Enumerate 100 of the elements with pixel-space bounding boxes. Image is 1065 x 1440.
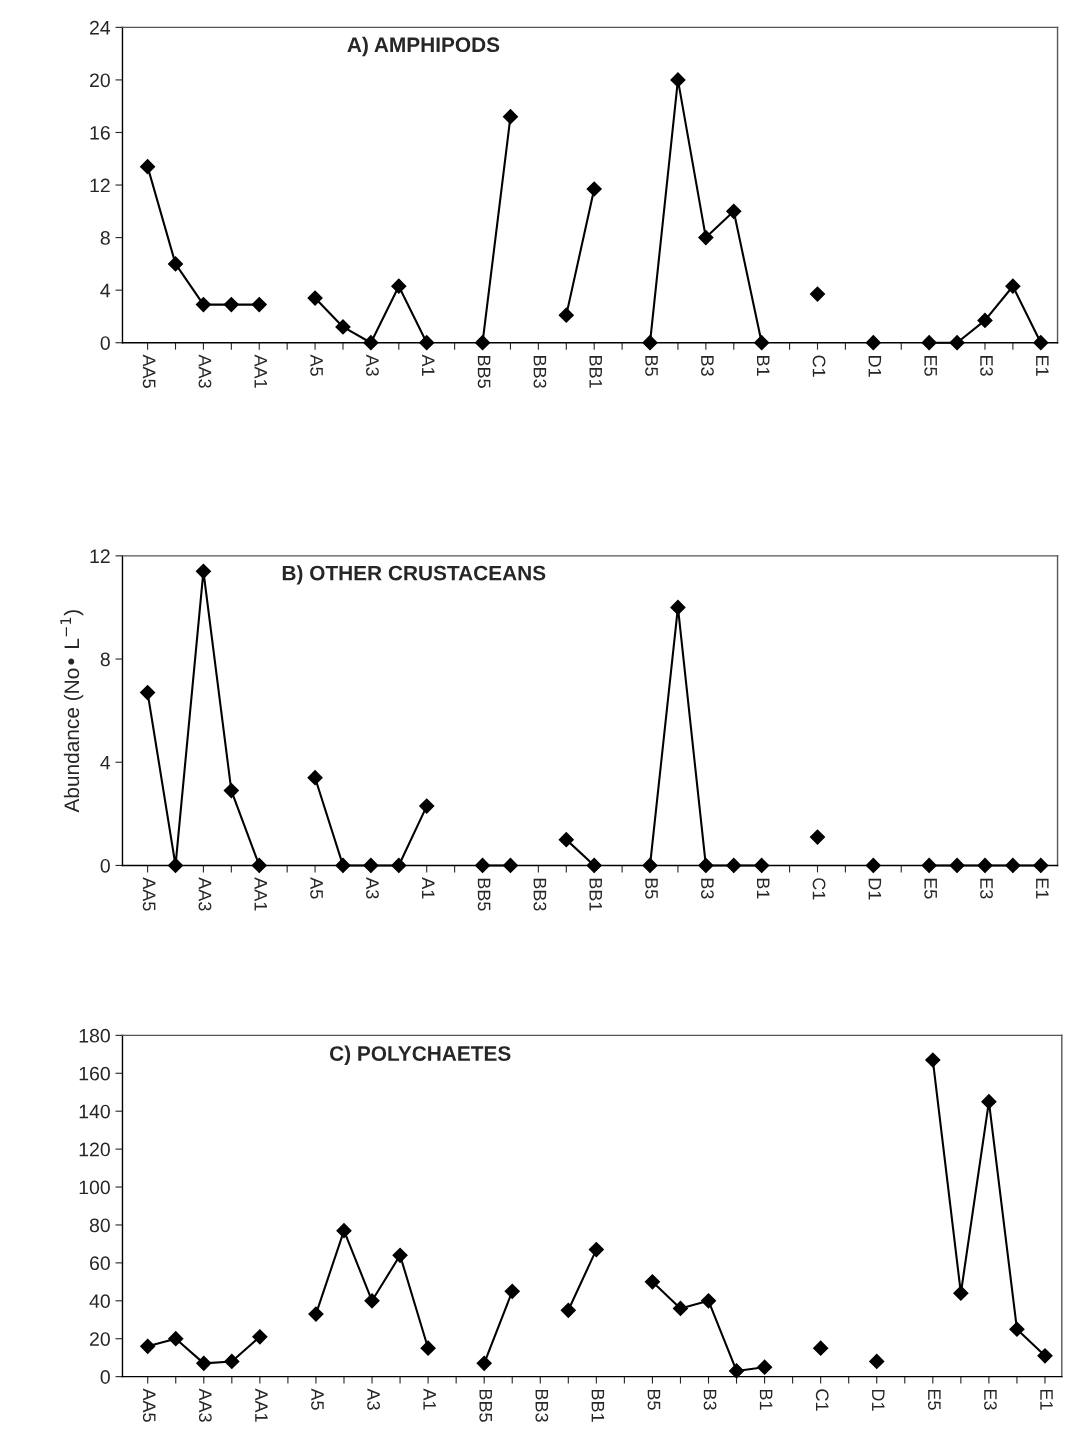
x-tick-label: AA1: [254, 354, 267, 388]
point: [728, 1363, 745, 1379]
y-tick-label: 100: [79, 1180, 110, 1195]
point: [364, 1293, 380, 1309]
x-tick-label: B3: [701, 356, 714, 376]
point: [419, 335, 435, 351]
y-tick-label: 140: [79, 1104, 110, 1119]
point: [754, 335, 770, 351]
x-tick-label: A1: [423, 1388, 436, 1410]
point: [644, 1274, 660, 1290]
point: [363, 857, 379, 874]
point: [726, 203, 742, 219]
x-tick-label: BB1: [591, 1389, 605, 1422]
x-tick-label: AA1: [255, 1388, 268, 1422]
y-tick-label: 0: [100, 1370, 110, 1384]
x-tick-label: BB5: [477, 356, 491, 388]
point: [1005, 857, 1021, 874]
x-tick-label: AA3: [198, 1388, 212, 1422]
x-tick-label: BB5: [479, 1389, 492, 1422]
x-tick-label: E5: [924, 878, 937, 899]
x-tick-label: B1: [757, 878, 770, 899]
y-tick-label: 0: [100, 336, 110, 350]
y-tick-label: 20: [90, 73, 110, 88]
point: [949, 335, 965, 351]
point: [869, 1353, 885, 1370]
point: [392, 1247, 408, 1263]
point: [335, 857, 351, 874]
x-tick-label: BB5: [477, 878, 491, 911]
point: [476, 1355, 492, 1371]
x-tick-label: A3: [367, 1388, 380, 1410]
point: [140, 1338, 156, 1354]
point: [586, 857, 602, 874]
point: [726, 857, 742, 874]
point: [502, 109, 519, 125]
point: [504, 1283, 520, 1299]
point: [420, 1340, 436, 1356]
x-tick-label: B1: [759, 1389, 773, 1410]
y-tick-label: 60: [90, 1256, 110, 1271]
point: [672, 1300, 689, 1316]
x-tick-label: E1: [1036, 878, 1049, 899]
x-tick-label: BB3: [535, 1389, 549, 1422]
point: [224, 1353, 240, 1370]
x-tick-label: A5: [311, 1388, 324, 1410]
x-tick-label: E5: [924, 356, 937, 376]
x-tick-label: AA3: [198, 877, 212, 911]
point: [307, 290, 323, 306]
point: [1005, 278, 1021, 294]
x-tick-label: B1: [757, 356, 770, 376]
point: [307, 770, 323, 786]
point: [698, 857, 714, 874]
x-tick-label: A3: [366, 877, 379, 899]
x-tick-label: A3: [366, 354, 379, 376]
x-tick-label: A5: [310, 354, 323, 376]
point: [1033, 335, 1049, 351]
x-tick-label: A5: [310, 877, 323, 899]
y-tick-label: 160: [79, 1066, 110, 1081]
point: [977, 312, 993, 328]
x-tick-label: A1: [422, 877, 435, 899]
y-tick-label: 180: [79, 1028, 110, 1043]
point: [921, 857, 937, 874]
y-tick-label: 12: [90, 549, 110, 563]
point: [921, 335, 937, 351]
x-tick-label: BB1: [589, 356, 602, 388]
y-tick-label: 120: [79, 1142, 110, 1157]
x-tick-label: AA5: [142, 1388, 156, 1422]
point: [391, 278, 407, 294]
x-tick-label: AA5: [142, 354, 156, 388]
point: [474, 335, 491, 351]
point: [251, 857, 267, 874]
x-tick-label: C1: [812, 355, 826, 377]
point: [700, 1293, 717, 1309]
point: [195, 297, 211, 313]
point: [865, 857, 881, 874]
point: [670, 599, 686, 616]
y-tick-label: 20: [90, 1332, 110, 1346]
point: [335, 319, 351, 335]
point: [588, 1242, 604, 1258]
x-tick-label: B5: [647, 1389, 661, 1410]
x-tick-label: B3: [703, 1389, 717, 1410]
point: [757, 1359, 773, 1375]
point: [195, 563, 211, 579]
point: [670, 72, 686, 88]
x-tick-label: B3: [701, 878, 714, 899]
point: [251, 297, 267, 313]
y-axis-title: Abundance (No• L$^{−1}$): [60, 610, 84, 813]
x-tick-label: E5: [927, 1389, 941, 1410]
point: [949, 857, 965, 874]
point: [981, 1094, 997, 1110]
point: [363, 335, 379, 351]
point: [196, 1355, 212, 1371]
chart-title: C) POLYCHAETES: [329, 1045, 511, 1066]
y-tick-label: 16: [90, 125, 110, 140]
x-tick-label: D1: [872, 1389, 885, 1411]
point: [865, 335, 881, 351]
point: [977, 857, 993, 874]
x-tick-label: E3: [980, 878, 993, 899]
x-tick-label: AA5: [142, 877, 156, 911]
x-tick-label: AA3: [198, 354, 212, 388]
point: [1009, 1321, 1025, 1337]
x-tick-label: AA1: [254, 877, 267, 911]
